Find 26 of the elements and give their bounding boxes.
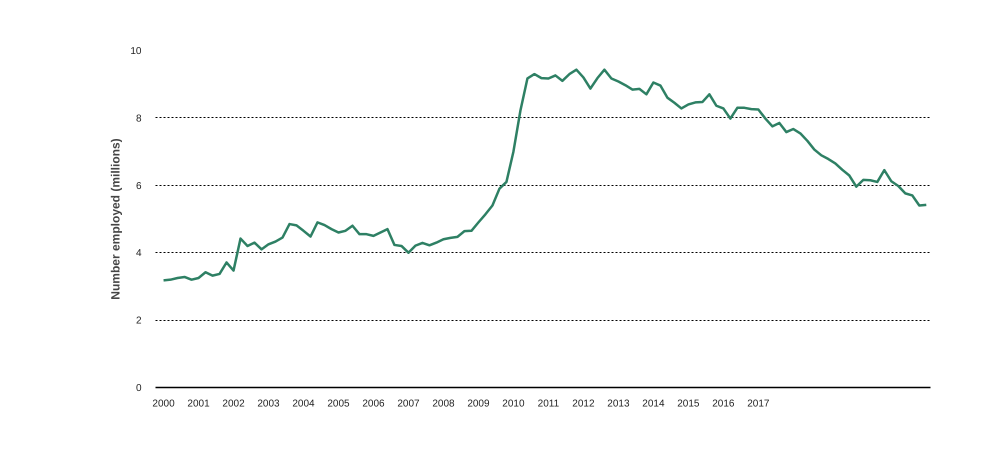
y-axis-title: Number employed (millions) [108,138,122,300]
x-tick-label: 2015 [677,398,700,410]
y-tick-label: 6 [136,180,142,192]
x-tick-label: 2007 [397,398,420,410]
x-tick-label: 2008 [432,398,456,410]
y-tick-label: 10 [130,46,142,57]
x-tick-label: 2006 [362,398,386,410]
line-series [162,68,928,282]
x-tick-label: 2005 [327,398,350,410]
x-tick-label: 2011 [538,398,560,410]
x-tick-label: 2013 [607,398,630,410]
x-tick-label: 2010 [502,398,525,410]
x-tick-label: 2004 [292,398,316,410]
x-tick-label: 2016 [712,398,735,410]
x-tick-label: 2003 [257,398,280,410]
x-tick-label: 2009 [467,398,490,410]
y-tick-label: 8 [136,113,142,124]
x-tick-label: 2017 [747,398,770,410]
x-tick-label: 2014 [642,398,665,410]
x-tick-label: 2012 [572,398,595,410]
y-tick-label: 2 [136,316,142,327]
y-tick-label: 0 [136,383,142,394]
x-tick-label: 2001 [187,398,210,410]
x-tick-label: 2002 [222,398,246,410]
y-tick-label: 4 [136,248,142,260]
x-tick-label: 2000 [152,398,176,410]
